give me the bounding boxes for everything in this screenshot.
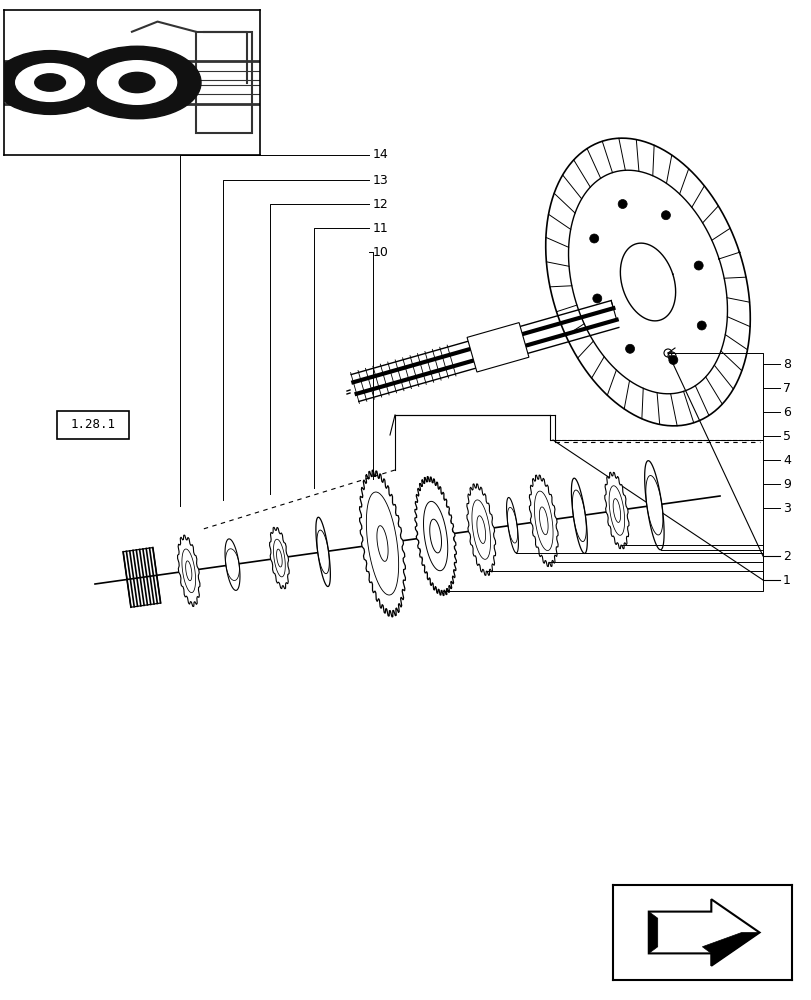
Circle shape [35, 74, 66, 91]
Circle shape [119, 72, 155, 93]
Circle shape [624, 344, 633, 353]
Circle shape [693, 261, 702, 270]
Polygon shape [269, 527, 289, 589]
Polygon shape [315, 517, 330, 587]
Bar [195, 32, 252, 133]
Text: 2: 2 [782, 550, 790, 562]
Text: 4: 4 [782, 454, 790, 466]
Text: 3: 3 [782, 502, 790, 514]
Text: 12: 12 [372, 198, 388, 211]
Polygon shape [702, 932, 758, 966]
Polygon shape [416, 482, 454, 591]
Text: 10: 10 [372, 245, 388, 258]
Polygon shape [648, 899, 758, 966]
Text: 1: 1 [782, 574, 790, 586]
Text: 13: 13 [372, 174, 388, 186]
Bar [58, 411, 129, 439]
Circle shape [96, 59, 178, 106]
Circle shape [592, 294, 601, 303]
Circle shape [589, 234, 598, 243]
Polygon shape [414, 477, 456, 596]
Polygon shape [178, 535, 200, 606]
Circle shape [668, 355, 677, 364]
Polygon shape [466, 323, 528, 372]
Text: 8: 8 [782, 358, 790, 370]
Circle shape [661, 211, 670, 220]
Polygon shape [604, 472, 629, 549]
Circle shape [617, 200, 626, 209]
Text: 11: 11 [372, 222, 388, 234]
Polygon shape [359, 470, 405, 617]
Text: 14: 14 [372, 148, 388, 161]
Circle shape [73, 46, 201, 119]
Circle shape [0, 51, 106, 114]
Text: 7: 7 [782, 381, 790, 394]
Polygon shape [571, 478, 586, 553]
Polygon shape [466, 484, 495, 575]
Text: 9: 9 [782, 478, 790, 490]
Polygon shape [506, 497, 517, 553]
Polygon shape [644, 461, 663, 550]
Polygon shape [529, 475, 557, 567]
Polygon shape [648, 912, 657, 953]
Text: 6: 6 [782, 406, 790, 418]
Text: 5: 5 [782, 430, 790, 442]
Text: 1.28.1: 1.28.1 [71, 418, 116, 432]
Circle shape [15, 62, 86, 103]
Circle shape [697, 321, 706, 330]
Polygon shape [225, 539, 240, 590]
